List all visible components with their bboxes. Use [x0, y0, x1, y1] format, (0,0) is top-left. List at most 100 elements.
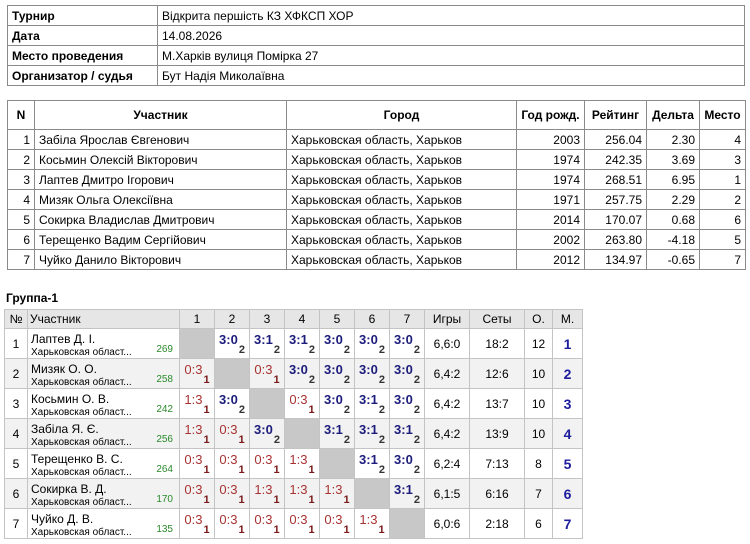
result-cell: 0:31: [249, 508, 285, 539]
player-rating: 135: [156, 524, 173, 535]
player-name: Мизяк О. О.: [31, 362, 97, 376]
games: 6,4:2: [424, 418, 470, 449]
match-score: 3:0: [394, 452, 413, 467]
participants-head: N Участник Город Год рожд. Рейтинг Дельта Мест…: [7, 100, 746, 130]
cell: 2003: [516, 129, 585, 150]
group-row: 1 Лаптев Д. І. Харьковская област... 269 3:0…: [4, 328, 583, 359]
column-header: Участник: [34, 100, 287, 130]
group-row: 5 Терещенко В. С. Харьковская област... 264…: [4, 448, 583, 479]
info-key: Дата: [7, 25, 158, 46]
info-row: Место проведения М.Харків вулиця Помірка …: [7, 45, 745, 66]
result-cell: 1:31: [284, 478, 320, 509]
participants-table: N Участник Город Год рожд. Рейтинг Дельта Мест…: [7, 100, 746, 270]
diagonal-cell: [389, 508, 425, 539]
match-points: 2: [413, 344, 420, 356]
player-city: Харьковская област...: [31, 377, 132, 388]
column-header: N: [7, 100, 35, 130]
result-cell: 0:31: [319, 508, 355, 539]
result-cell: 3:02: [354, 328, 390, 359]
cell: Терещенко Вадим Сергійович: [34, 229, 287, 250]
match-points: 2: [378, 404, 385, 416]
participants-body: 1 Забіла Ярослав Євгенович Харьковская обл…: [7, 129, 746, 270]
match-points: 1: [308, 464, 315, 476]
cell: 6.95: [646, 169, 700, 190]
group-row: 3 Косьмин О. В. Харьковская област... 242 1:…: [4, 388, 583, 419]
info-row: Организатор / судья Бут Надія Миколаївна: [7, 65, 745, 86]
points: 12: [524, 328, 553, 359]
group-body: 1 Лаптев Д. І. Харьковская област... 269 3:0…: [4, 328, 583, 539]
cell: 1974: [516, 149, 585, 170]
cell: 7: [699, 249, 746, 270]
cell: 170.07: [584, 209, 647, 230]
place: 4: [552, 418, 583, 449]
info-body: Турнир Відкрита першість КЗ ХФКСП ХОР Дата…: [7, 5, 745, 86]
result-cell: 3:02: [249, 418, 285, 449]
match-points: 2: [378, 434, 385, 446]
cell: 2012: [516, 249, 585, 270]
match-score: 3:0: [219, 392, 238, 407]
match-points: 2: [413, 464, 420, 476]
match-points: 1: [273, 464, 280, 476]
cell: Харьковская область, Харьков: [286, 209, 517, 230]
games: 6,2:4: [424, 448, 470, 479]
column-header: О.: [524, 309, 553, 329]
participant-row: 6 Терещенко Вадим Сергійович Харьковская о…: [7, 229, 746, 250]
cell: 6: [699, 209, 746, 230]
player-name: Забіла Я. Є.: [31, 422, 99, 436]
match-score: 0:3: [184, 512, 203, 527]
cell: 5: [699, 229, 746, 250]
match-score: 1:3: [184, 392, 203, 407]
match-score: 3:1: [394, 422, 413, 437]
match-points: 2: [378, 374, 385, 386]
games: 6,4:2: [424, 388, 470, 419]
cell: 263.80: [584, 229, 647, 250]
place: 6: [552, 478, 583, 509]
match-score: 3:0: [324, 362, 343, 377]
match-score: 0:3: [219, 452, 238, 467]
place: 2: [552, 358, 583, 389]
info-table: Турнир Відкрита першість КЗ ХФКСП ХОР Дата…: [7, 5, 745, 86]
match-points: 1: [273, 524, 280, 536]
column-header: Дельта: [646, 100, 700, 130]
cell: Забіла Ярослав Євгенович: [34, 129, 287, 150]
result-cell: 3:02: [319, 328, 355, 359]
group-head: № Участник 1 2 3 4 5 6 7 Игры Сеты О. М.: [4, 309, 583, 329]
match-score: 3:1: [359, 422, 378, 437]
player-name: Косьмин О. В.: [31, 392, 110, 406]
result-cell: 3:02: [214, 388, 250, 419]
column-header: 6: [354, 309, 390, 329]
player-rating: 242: [156, 404, 173, 415]
match-score: 1:3: [184, 422, 203, 437]
result-cell: 3:02: [319, 388, 355, 419]
cell: 6: [7, 229, 35, 250]
place-value: 3: [563, 395, 572, 412]
match-points: 1: [308, 524, 315, 536]
match-score: 3:1: [359, 392, 378, 407]
group-row: 7 Чуйко Д. В. Харьковская област... 135 0:31…: [4, 508, 583, 539]
match-score: 1:3: [359, 512, 378, 527]
column-header: Участник: [27, 309, 180, 329]
match-points: 1: [343, 524, 350, 536]
cell: 3.69: [646, 149, 700, 170]
match-score: 3:0: [394, 362, 413, 377]
match-points: 1: [343, 494, 350, 506]
row-number: 4: [4, 418, 28, 449]
match-score: 1:3: [324, 482, 343, 497]
place: 1: [552, 328, 583, 359]
participant-row: 1 Забіла Ярослав Євгенович Харьковская обл…: [7, 129, 746, 150]
column-header: 2: [214, 309, 250, 329]
result-cell: 3:12: [354, 418, 390, 449]
sets: 13:9: [469, 418, 525, 449]
place-value: 7: [563, 515, 572, 532]
column-header: Рейтинг: [584, 100, 647, 130]
result-cell: 0:31: [214, 508, 250, 539]
player: Чуйко Д. В. Харьковская област... 135: [27, 508, 180, 539]
match-score: 1:3: [289, 452, 308, 467]
group-table: № Участник 1 2 3 4 5 6 7 Игры Сеты О. М. 1 Лаптев Д. …: [4, 309, 583, 539]
participant-row: 5 Сокирка Владислав Дмитрович Харьковская …: [7, 209, 746, 230]
info-key: Место проведения: [7, 45, 158, 66]
result-cell: 3:12: [249, 328, 285, 359]
match-points: 2: [238, 344, 245, 356]
